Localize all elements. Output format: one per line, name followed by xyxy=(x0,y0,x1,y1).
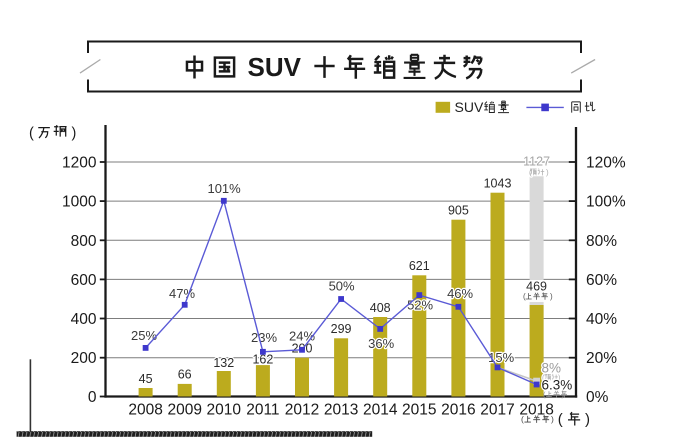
svg-text:400: 400 xyxy=(71,311,97,328)
svg-text:(: ( xyxy=(521,414,524,424)
svg-text:2008: 2008 xyxy=(128,401,162,418)
svg-text:66: 66 xyxy=(178,368,192,382)
svg-text:2014: 2014 xyxy=(363,401,398,418)
svg-text:(: ( xyxy=(543,390,546,399)
svg-text:24%: 24% xyxy=(289,329,315,344)
svg-text:0%: 0% xyxy=(586,389,609,406)
svg-text:600: 600 xyxy=(71,272,97,289)
svg-text:): ) xyxy=(546,168,549,177)
svg-text:905: 905 xyxy=(448,204,469,218)
svg-text:101%: 101% xyxy=(207,181,241,196)
svg-text:40%: 40% xyxy=(586,311,617,328)
svg-text:23%: 23% xyxy=(251,330,277,345)
svg-text:2017: 2017 xyxy=(480,401,514,418)
svg-text:621: 621 xyxy=(409,259,430,273)
svg-text:): ) xyxy=(551,414,554,424)
svg-text:1043: 1043 xyxy=(484,177,512,191)
svg-text:SUV: SUV xyxy=(248,52,302,82)
svg-text:15%: 15% xyxy=(488,350,514,365)
svg-text:1200: 1200 xyxy=(62,155,97,172)
svg-text:408: 408 xyxy=(370,301,391,315)
svg-text:): ) xyxy=(72,125,77,141)
svg-text:2016: 2016 xyxy=(441,401,475,418)
svg-text:2011: 2011 xyxy=(246,401,279,418)
svg-text:800: 800 xyxy=(71,233,97,250)
svg-text:20%: 20% xyxy=(586,350,617,367)
svg-text:46%: 46% xyxy=(447,286,473,301)
svg-text:47%: 47% xyxy=(169,286,195,301)
svg-text:(: ( xyxy=(542,373,545,382)
svg-text:120%: 120% xyxy=(586,155,626,172)
svg-text:(: ( xyxy=(529,168,532,177)
svg-text:2012: 2012 xyxy=(285,401,319,418)
svg-text:162: 162 xyxy=(252,352,273,366)
svg-text:132: 132 xyxy=(213,356,234,370)
svg-text:0: 0 xyxy=(88,389,97,406)
svg-text:36%: 36% xyxy=(368,336,394,351)
svg-text:60%: 60% xyxy=(586,272,617,289)
svg-text:100%: 100% xyxy=(586,194,626,211)
svg-text:2009: 2009 xyxy=(167,401,201,418)
svg-text:SUV: SUV xyxy=(455,99,484,115)
svg-text:469: 469 xyxy=(526,280,547,294)
svg-text:): ) xyxy=(550,292,553,301)
svg-text:25%: 25% xyxy=(131,328,157,343)
svg-text:299: 299 xyxy=(331,322,352,336)
svg-text:1000: 1000 xyxy=(62,194,97,211)
svg-text:52%: 52% xyxy=(407,298,433,313)
svg-text:): ) xyxy=(585,411,590,428)
svg-text:(: ( xyxy=(523,292,526,301)
svg-text:2010: 2010 xyxy=(207,401,242,418)
svg-text:80%: 80% xyxy=(586,233,617,250)
svg-text:8%: 8% xyxy=(542,361,562,376)
svg-text:): ) xyxy=(562,390,565,399)
svg-text:(: ( xyxy=(29,125,34,141)
svg-text:50%: 50% xyxy=(329,279,355,294)
svg-text:): ) xyxy=(558,373,561,382)
svg-text:200: 200 xyxy=(71,350,97,367)
svg-text:1127: 1127 xyxy=(523,155,550,169)
svg-text:6.3%: 6.3% xyxy=(542,378,573,393)
svg-text:45: 45 xyxy=(139,372,153,386)
svg-text:2018: 2018 xyxy=(519,401,553,418)
svg-text:2015: 2015 xyxy=(402,401,436,418)
svg-text:(: ( xyxy=(558,411,563,428)
svg-text:2013: 2013 xyxy=(324,401,358,418)
